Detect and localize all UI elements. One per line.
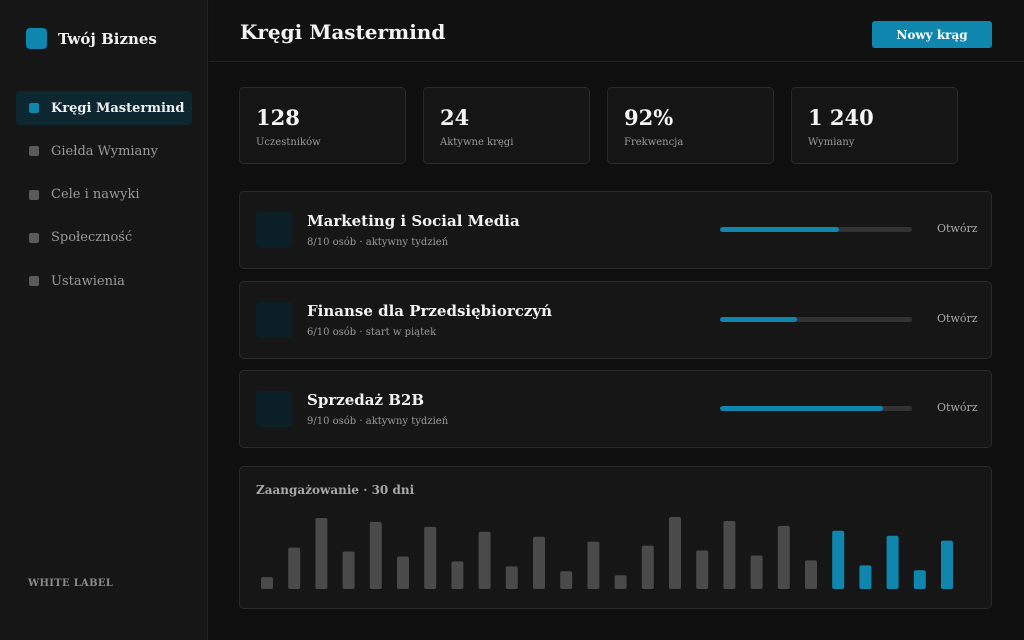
engagement-bar: [886, 535, 899, 589]
circle-progress-fill: [720, 317, 797, 322]
engagement-bar: [478, 531, 491, 589]
brand-logo-icon: [26, 28, 47, 49]
stat-value: 128: [256, 105, 300, 130]
engagement-bar: [641, 545, 654, 589]
engagement-bar: [614, 575, 627, 589]
engagement-bar: [342, 551, 355, 589]
open-circle-link[interactable]: Otwórz: [937, 401, 978, 414]
circle-name: Finanse dla Przedsiębiorczyń: [307, 302, 553, 320]
stat-card-participants: 128 Uczestników: [239, 87, 406, 164]
square-bullet-icon: [29, 146, 39, 157]
sidebar: Twój Biznes Kręgi Mastermind Giełda Wymi…: [0, 0, 208, 640]
sidebar-item-label: Cele i nawyki: [51, 187, 140, 203]
circle-row[interactable]: Finanse dla Przedsiębiorczyń 6/10 osób ·…: [239, 281, 992, 359]
square-bullet-icon: [29, 189, 39, 200]
sidebar-item-label: Ustawienia: [51, 273, 125, 289]
stat-label: Frekwencja: [624, 137, 684, 148]
stat-label: Uczestników: [256, 137, 321, 148]
sidebar-item-gielda-wymiany[interactable]: Giełda Wymiany: [16, 134, 192, 168]
engagement-bar: [533, 536, 545, 589]
square-bullet-icon: [29, 276, 39, 287]
circle-avatar-icon: [256, 212, 292, 248]
engagement-bar: [369, 521, 382, 589]
stat-label: Wymiany: [808, 137, 855, 148]
circle-meta: 9/10 osób · aktywny tydzień: [307, 416, 449, 427]
circle-avatar-icon: [256, 391, 292, 427]
engagement-bar: [859, 565, 872, 589]
engagement-bar: [560, 571, 573, 589]
brand[interactable]: Twój Biznes: [26, 28, 157, 49]
circle-avatar-icon: [256, 302, 292, 338]
engagement-bar: [669, 517, 681, 589]
circle-meta: 6/10 osób · start w piątek: [307, 327, 437, 338]
sidebar-item-label: Giełda Wymiany: [51, 143, 159, 159]
stat-card-attendance: 92% Frekwencja: [607, 87, 774, 164]
sidebar-nav: Kręgi Mastermind Giełda Wymiany Cele i n…: [16, 91, 192, 307]
circle-meta: 8/10 osób · aktywny tydzień: [307, 237, 449, 248]
engagement-bar: [832, 530, 845, 589]
stats-row: 128 Uczestników 24 Aktywne kręgi 92% Fre…: [239, 87, 958, 164]
circle-progress-bar: [720, 317, 912, 322]
engagement-bar: [315, 517, 328, 589]
square-bullet-icon: [29, 232, 39, 243]
engagement-bar: [913, 570, 926, 589]
engagement-bar: [750, 555, 763, 589]
engagement-bar: [587, 541, 600, 589]
sidebar-item-kregi-mastermind[interactable]: Kręgi Mastermind: [16, 91, 192, 125]
engagement-chart-card: Zaangażowanie · 30 dni: [239, 466, 992, 609]
stat-value: 92%: [624, 105, 674, 130]
engagement-bar: [805, 560, 817, 589]
sidebar-item-label: Społeczność: [51, 230, 133, 246]
engagement-bar: [261, 577, 273, 589]
open-circle-link[interactable]: Otwórz: [937, 312, 978, 325]
engagement-bar-chart: [261, 517, 953, 589]
engagement-bar: [723, 520, 736, 589]
engagement-bar: [505, 566, 518, 589]
engagement-bar: [424, 526, 437, 589]
stat-card-active-circles: 24 Aktywne kręgi: [423, 87, 590, 164]
circle-progress-fill: [720, 406, 884, 411]
engagement-bar: [696, 550, 709, 589]
stat-value: 24: [440, 105, 470, 130]
circle-row[interactable]: Marketing i Social Media 8/10 osób · akt…: [239, 191, 992, 269]
circle-name: Marketing i Social Media: [307, 212, 520, 230]
circle-row[interactable]: Sprzedaż B2B 9/10 osób · aktywny tydzień…: [239, 370, 992, 448]
open-circle-link[interactable]: Otwórz: [937, 222, 978, 235]
sidebar-item-cele-i-nawyki[interactable]: Cele i nawyki: [16, 178, 192, 212]
sidebar-item-spolecznosc[interactable]: Społeczność: [16, 221, 192, 255]
new-circle-button[interactable]: Nowy krąg: [872, 21, 992, 48]
stat-value: 1 240: [808, 105, 874, 130]
circle-name: Sprzedaż B2B: [307, 391, 425, 409]
square-bullet-icon: [29, 103, 39, 113]
circle-progress-bar: [720, 227, 912, 232]
sidebar-item-ustawienia[interactable]: Ustawienia: [16, 264, 192, 298]
header: Kręgi Mastermind Nowy krąg: [209, 0, 1024, 62]
stat-card-exchanges: 1 240 Wymiany: [791, 87, 958, 164]
brand-name: Twój Biznes: [58, 29, 157, 48]
chart-title: Zaangażowanie · 30 dni: [256, 483, 415, 497]
engagement-bar: [451, 561, 464, 589]
page-title: Kręgi Mastermind: [240, 20, 446, 44]
engagement-bar: [777, 525, 790, 589]
circle-progress-fill: [720, 227, 840, 232]
engagement-bar: [397, 556, 409, 589]
circle-progress-bar: [720, 406, 912, 411]
sidebar-item-label: Kręgi Mastermind: [51, 100, 185, 116]
white-label-footer: WHITE LABEL: [28, 578, 114, 589]
engagement-bar: [288, 547, 301, 589]
engagement-bar: [941, 540, 953, 589]
stat-label: Aktywne kręgi: [440, 137, 514, 148]
